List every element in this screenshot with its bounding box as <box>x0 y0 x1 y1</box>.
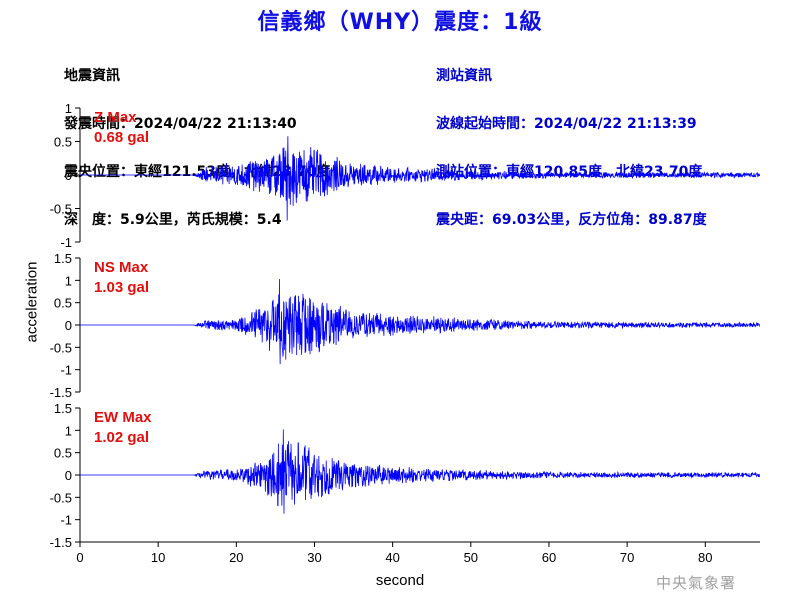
origin-time: 發震時間：2024/04/22 21:13:40 <box>64 116 297 132</box>
ns-y-tick-label: -0.5 <box>50 340 72 355</box>
ew-y-tick-label: 1 <box>65 423 72 438</box>
ew-peak-title: EW Max <box>94 409 152 426</box>
ns-peak-value: 1.03 gal <box>94 279 150 296</box>
x-tick-label: 50 <box>464 550 478 565</box>
ns-waveform-trace <box>80 278 760 365</box>
z-waveform-trace <box>80 136 761 221</box>
z-peak-value: 0.68 gal <box>94 129 150 146</box>
y-axis-label: acceleration <box>23 261 41 343</box>
ew-peak-label: EW Max 1.02 gal <box>94 408 152 448</box>
station-info-block: 測站資訊 波線起始時間：2024/04/22 21:13:39 測站位置：東經1… <box>436 36 707 260</box>
ns-y-tick-label: -1 <box>60 363 72 378</box>
z-y-tick-label: 0 <box>65 168 72 183</box>
z-peak-label: Z Max 0.68 gal <box>94 108 149 148</box>
quake-info-heading: 地震資訊 <box>64 68 120 84</box>
ns-y-tick-label: 1 <box>65 273 72 288</box>
x-axis-label: second <box>375 572 425 589</box>
x-tick-label: 10 <box>151 550 165 565</box>
ew-y-tick-label: -1 <box>60 513 72 528</box>
ew-y-tick-label: 1.5 <box>54 401 72 416</box>
depth-magnitude: 深 度：5.9公里，芮氏規模：5.4 <box>64 212 282 228</box>
x-tick-label: 0 <box>76 550 83 565</box>
x-tick-label: 20 <box>229 550 243 565</box>
ns-y-tick-label: 1.5 <box>54 251 72 266</box>
x-tick-label: 60 <box>542 550 556 565</box>
ns-peak-label: NS Max 1.03 gal <box>94 258 149 298</box>
wave-start-time: 波線起始時間：2024/04/22 21:13:39 <box>436 116 697 132</box>
ew-peak-value: 1.02 gal <box>94 429 150 446</box>
z-y-tick-label: 1 <box>65 101 72 116</box>
ns-y-tick-label: 0.5 <box>54 296 72 311</box>
ns-y-tick-label: -1.5 <box>50 385 72 400</box>
z-y-tick-label: -1 <box>60 235 72 250</box>
ns-y-tick-label: 0 <box>65 318 72 333</box>
ns-peak-title: NS Max <box>94 259 149 276</box>
x-tick-label: 70 <box>620 550 634 565</box>
z-y-tick-label: 0.5 <box>54 135 72 150</box>
x-tick-label: 80 <box>698 550 712 565</box>
z-peak-title: Z Max <box>94 109 137 126</box>
station-info-heading: 測站資訊 <box>436 68 492 84</box>
ew-y-tick-label: -1.5 <box>50 535 72 550</box>
distance-azimuth: 震央距：69.03公里，反方位角：89.87度 <box>436 212 707 228</box>
x-tick-label: 30 <box>307 550 321 565</box>
z-y-tick-label: -0.5 <box>50 202 72 217</box>
quake-info-block: 地震資訊 發震時間：2024/04/22 21:13:40 震央位置：東經121… <box>64 36 330 260</box>
ew-y-tick-label: 0.5 <box>54 446 72 461</box>
x-tick-label: 40 <box>385 550 399 565</box>
agency-credit: 中央氣象署 <box>656 574 737 592</box>
ew-y-tick-label: 0 <box>65 468 72 483</box>
page-title: 信義鄉（WHY）震度：1級 <box>257 10 543 35</box>
ew-waveform-trace <box>80 429 761 514</box>
ew-y-tick-label: -0.5 <box>50 490 72 505</box>
